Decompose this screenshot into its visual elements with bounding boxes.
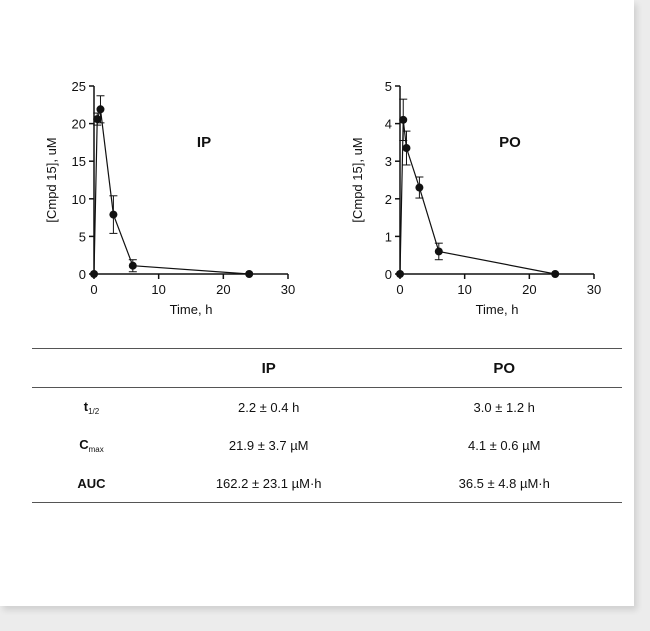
value-ip-t-half: 2.2 ± 0.4 h — [238, 399, 300, 415]
x-tick-label: 0 — [90, 282, 97, 297]
data-point — [96, 105, 105, 114]
table-row-cmax: Cmax 21.9 ± 3.7 µM 4.1 ± 0.6 µM — [32, 426, 622, 464]
data-point — [93, 115, 102, 124]
data-point — [90, 270, 98, 278]
y-tick-label: 25 — [72, 79, 86, 94]
data-point — [434, 247, 443, 256]
data-point — [399, 115, 408, 124]
param-t-half: t1/2 — [83, 398, 100, 416]
series-line — [93, 109, 250, 275]
y-tick-label: 0 — [385, 267, 392, 282]
y-tick-label: 0 — [79, 267, 86, 282]
x-axis-label: Time, h — [170, 302, 213, 317]
y-tick-label: 3 — [385, 154, 392, 169]
figure-card: 0 5 10 15 20 25 0 10 20 30 Time, h [Cmpd 15], uM IP … — [0, 0, 634, 606]
data-point — [109, 210, 118, 219]
value-ip-auc: 162.2 ± 23.1 µM·h — [215, 475, 322, 491]
y-tick-label: 4 — [385, 117, 392, 132]
x-tick-label: 10 — [457, 282, 471, 297]
table-row-auc: AUC 162.2 ± 23.1 µM·h 36.5 ± 4.8 µM·h — [32, 464, 622, 503]
header-ip: IP — [261, 359, 276, 377]
panel-label: IP — [197, 134, 211, 151]
y-tick-label: 20 — [72, 117, 86, 132]
table-row-t-half: t1/2 2.2 ± 0.4 h 3.0 ± 1.2 h — [32, 388, 622, 427]
value-po-t-half: 3.0 ± 1.2 h — [473, 399, 535, 415]
value-po-cmax: 4.1 ± 0.6 µM — [468, 437, 541, 453]
chart-ip: 0 5 10 15 20 25 0 10 20 30 Time, h [Cmpd 15], uM IP — [44, 79, 295, 317]
data-point — [396, 270, 404, 278]
x-tick-label: 0 — [396, 282, 403, 297]
chart-po: 0 1 2 3 4 5 0 10 20 30 Time, h [Cmpd 15], uM PO — [350, 79, 601, 317]
data-point — [415, 183, 424, 192]
data-point — [245, 270, 254, 278]
x-tick-label: 10 — [151, 282, 165, 297]
header-po: PO — [493, 359, 516, 377]
y-tick-label: 5 — [79, 229, 86, 244]
series-line — [399, 119, 556, 275]
x-tick-label: 30 — [281, 282, 295, 297]
y-tick-label: 1 — [385, 229, 392, 244]
x-tick-label: 20 — [522, 282, 536, 297]
panel-label: PO — [499, 134, 521, 151]
y-tick-label: 10 — [72, 192, 86, 207]
data-point — [551, 270, 560, 278]
pk-parameters-table: IP PO t1/2 2.2 ± 0.4 h 3.0 ± 1.2 h Cmax … — [32, 348, 622, 503]
value-po-auc: 36.5 ± 4.8 µM·h — [458, 475, 550, 491]
y-tick-label: 5 — [385, 79, 392, 94]
y-tick-label: 15 — [72, 154, 86, 169]
param-auc: AUC — [77, 475, 106, 491]
table-header-row: IP PO — [32, 348, 622, 388]
y-axis-label: [Cmpd 15], uM — [44, 137, 59, 222]
data-point — [128, 261, 137, 270]
value-ip-cmax: 21.9 ± 3.7 µM — [228, 437, 309, 453]
y-axis-label: [Cmpd 15], uM — [350, 137, 365, 222]
header-param — [32, 349, 151, 388]
data-point — [402, 144, 411, 153]
x-tick-label: 20 — [216, 282, 230, 297]
x-axis-label: Time, h — [476, 302, 519, 317]
param-cmax: Cmax — [79, 436, 104, 454]
x-tick-label: 30 — [587, 282, 601, 297]
y-tick-label: 2 — [385, 192, 392, 207]
